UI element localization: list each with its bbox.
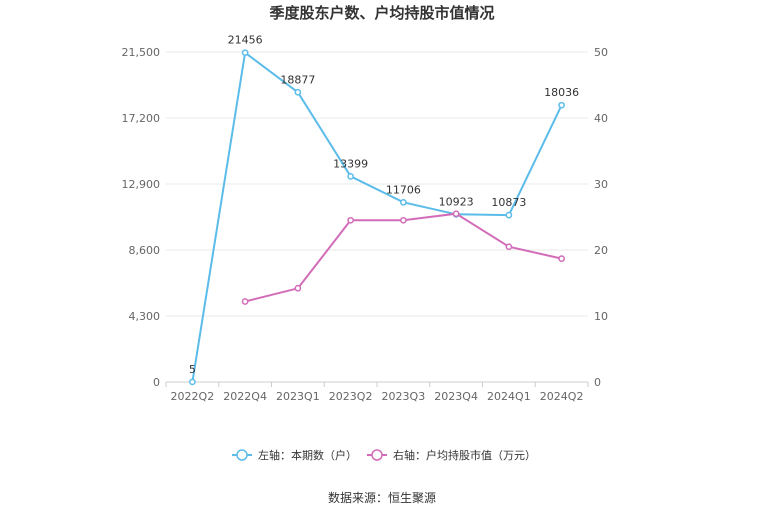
left-tick-label: 12,900	[122, 178, 161, 191]
data-label: 5	[189, 363, 196, 376]
data-point	[294, 88, 302, 96]
data-point	[505, 211, 513, 219]
right-tick-label: 50	[594, 46, 608, 59]
data-point	[558, 101, 565, 109]
legend: 左轴：本期数（户） 右轴：户均持股市值（万元）	[232, 448, 536, 462]
x-axis: 2022Q2 2022Q4 2023Q1 2023Q2 2023Q3 2023Q4 2024…	[165, 382, 589, 403]
legend-marker	[236, 449, 248, 461]
data-label: 11706	[386, 183, 421, 196]
right-tick-label: 20	[594, 244, 608, 257]
data-point	[189, 378, 196, 386]
right-tick-label: 0	[594, 376, 601, 389]
left-axis: 0 4,300 8,600 12,900 17,200 21,500	[122, 46, 161, 389]
x-tick-label: 2022Q2	[171, 390, 215, 403]
left-tick-label: 17,200	[122, 112, 161, 125]
data-point	[452, 210, 460, 218]
x-tick-label: 2024Q1	[487, 390, 531, 403]
legend-label: 左轴：本期数（户）	[258, 448, 357, 462]
data-point	[400, 198, 407, 206]
legend-label: 右轴：户均持股市值（万元）	[393, 448, 536, 462]
right-axis: 0 10 20 30 40 50	[594, 46, 608, 389]
right-tick-label: 10	[594, 310, 608, 323]
source-note: 数据来源：恒生聚源	[328, 490, 436, 505]
legend-marker	[371, 449, 383, 461]
data-label: 18877	[280, 73, 315, 86]
grid-lines	[166, 51, 588, 383]
left-tick-label: 4,300	[129, 310, 161, 323]
data-label: 13399	[333, 157, 368, 170]
x-tick-label: 2024Q2	[540, 390, 584, 403]
data-label: 10873	[491, 196, 526, 209]
x-tick-label: 2023Q3	[382, 390, 426, 403]
right-tick-label: 30	[594, 178, 608, 191]
data-point	[241, 49, 249, 57]
chart-title: 季度股东户数、户均持股市值情况	[269, 4, 494, 22]
right-tick-label: 40	[594, 112, 608, 125]
data-point	[558, 255, 565, 262]
left-tick-label: 21,500	[122, 46, 161, 59]
data-point	[347, 172, 354, 180]
x-tick-label: 2023Q2	[329, 390, 373, 403]
data-label: 18036	[544, 86, 579, 99]
left-tick-label: 8,600	[129, 244, 161, 257]
left-tick-label: 0	[153, 376, 160, 389]
data-point	[294, 284, 302, 292]
x-tick-label: 2023Q4	[434, 390, 478, 403]
data-point	[505, 243, 513, 251]
series-layer: 5 21456 18877 13399 11706 10923 10873 18036	[189, 34, 579, 386]
x-tick-label: 2022Q4	[223, 390, 267, 403]
series-line	[244, 212, 562, 303]
data-point	[347, 216, 354, 224]
data-point	[400, 216, 407, 224]
data-point	[241, 298, 249, 305]
series-line	[191, 50, 563, 383]
x-tick-label: 2023Q1	[276, 390, 320, 403]
data-label: 10923	[439, 195, 474, 208]
data-label: 21456	[228, 34, 263, 47]
